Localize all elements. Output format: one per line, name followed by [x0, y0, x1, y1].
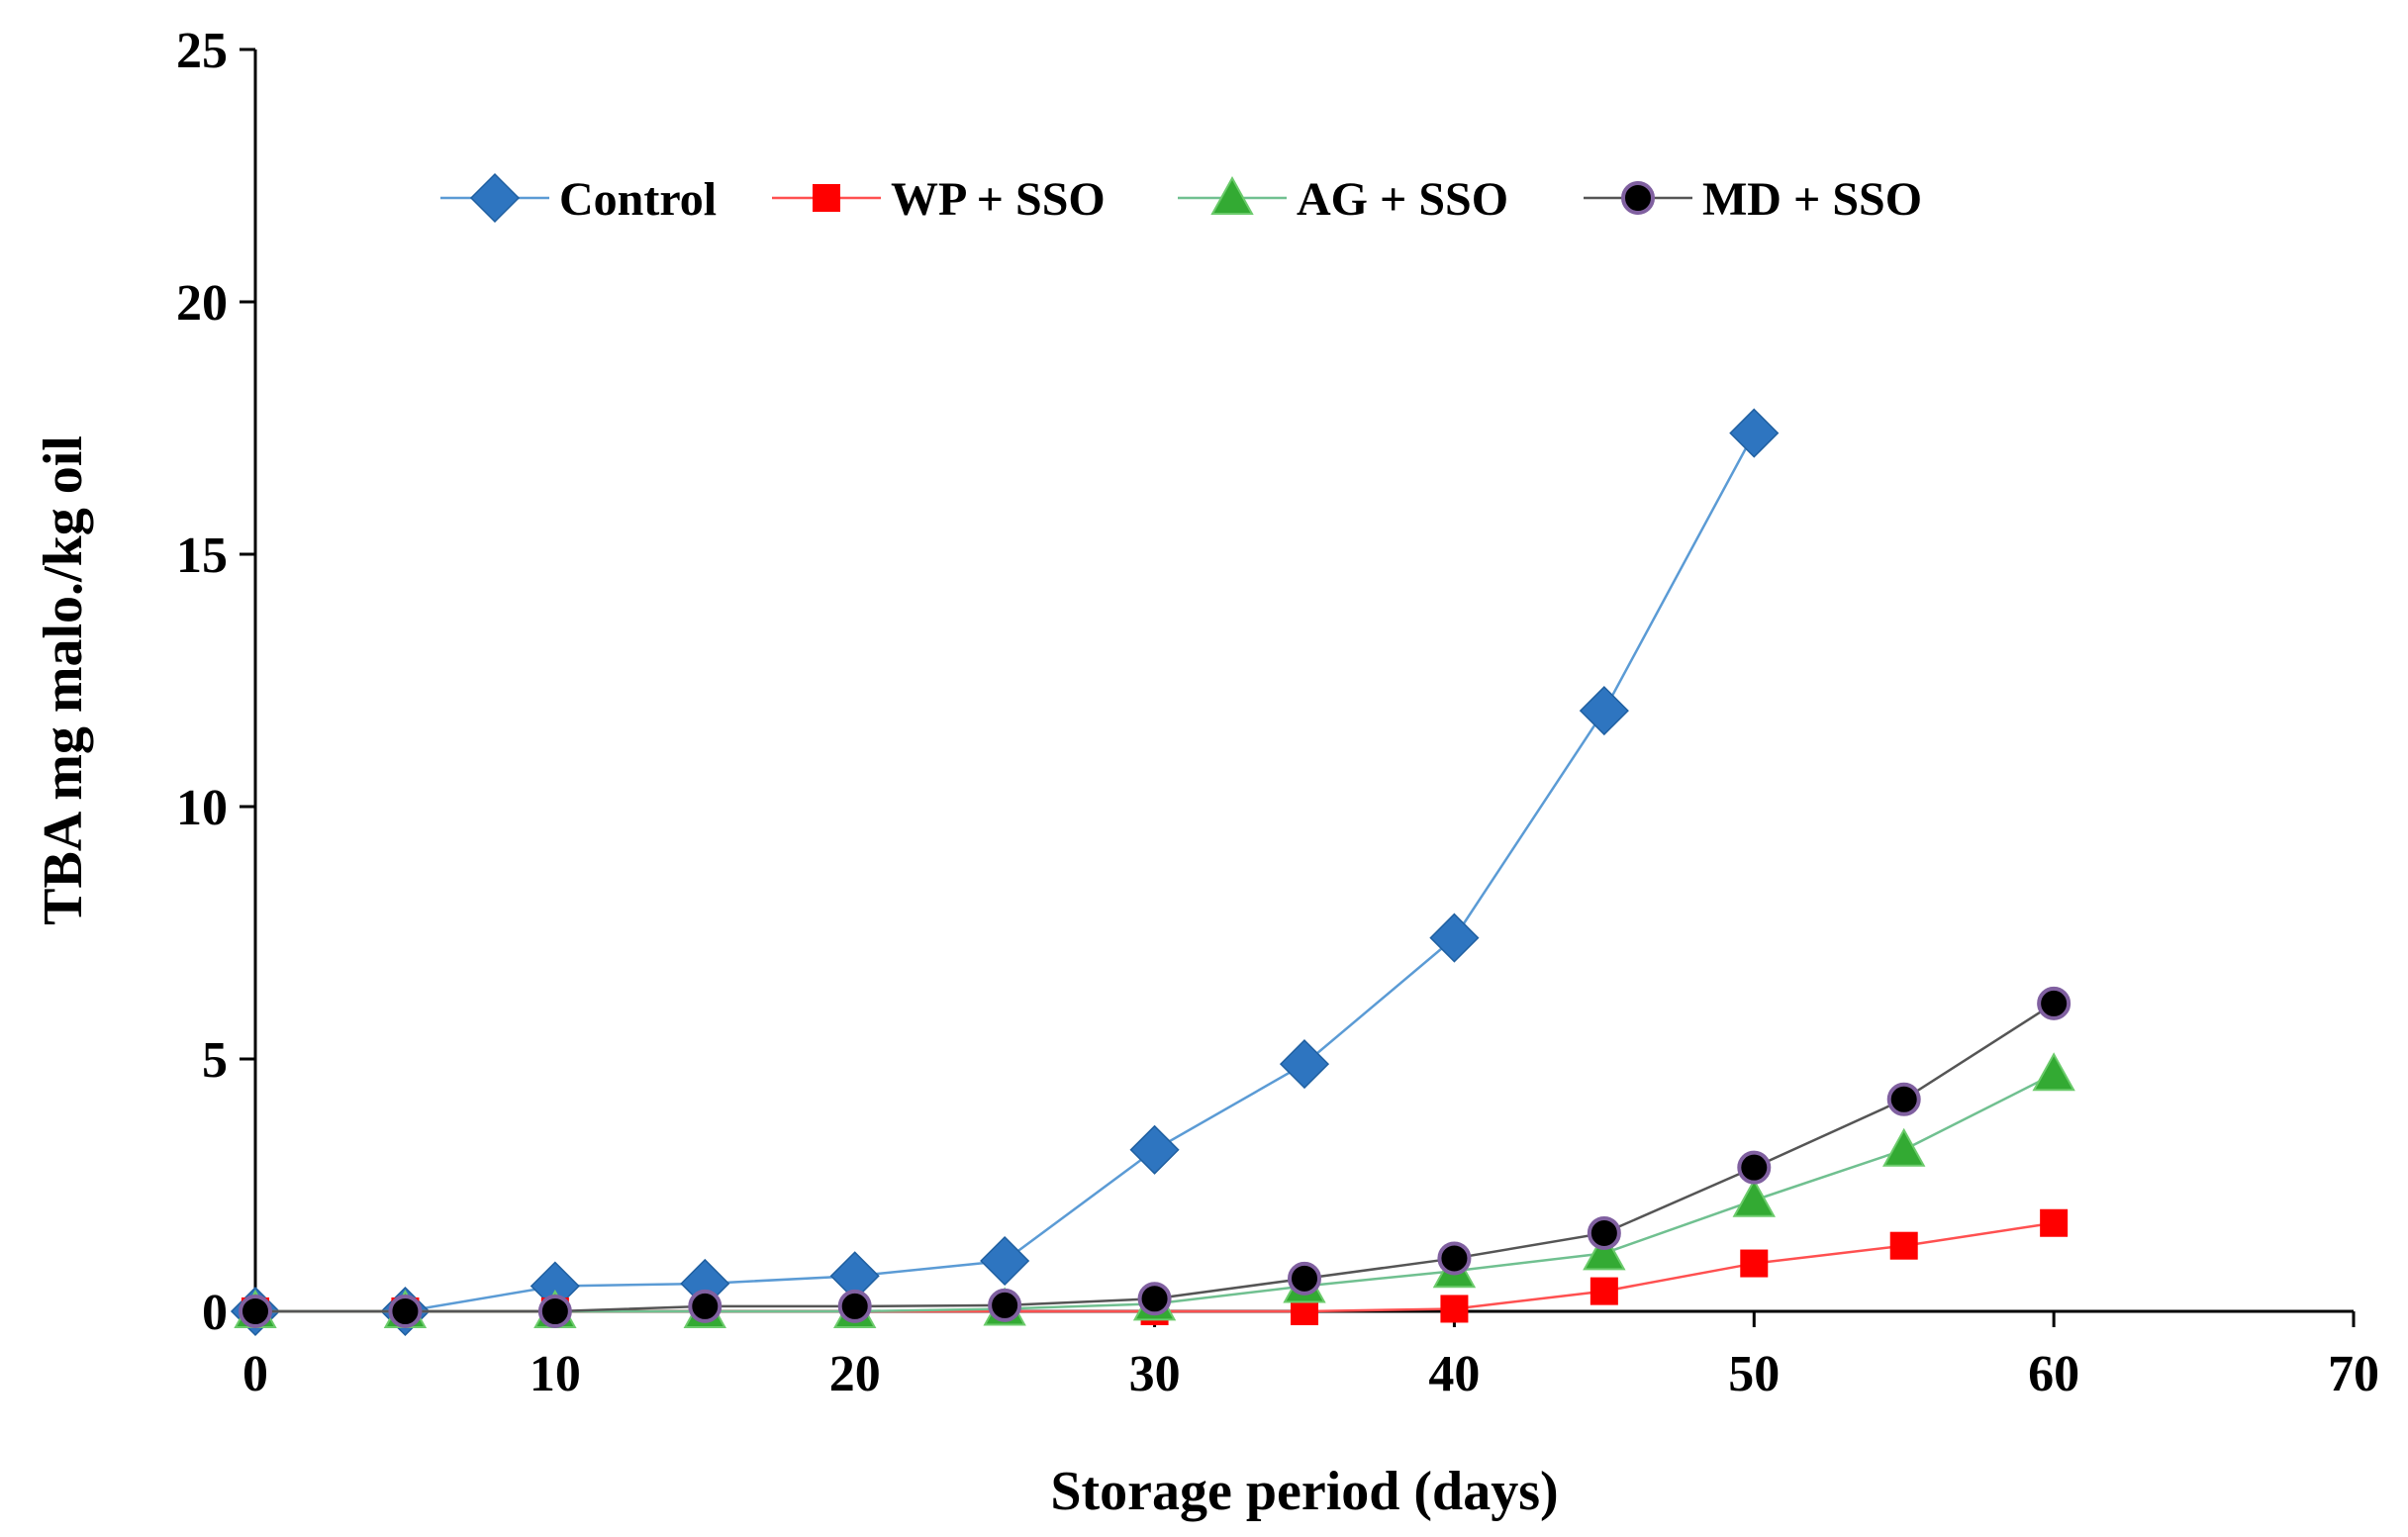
legend-entry: MD + SSO [1584, 173, 1922, 226]
data-point [980, 1235, 1030, 1287]
legend-label: AG + SSO [1297, 173, 1508, 226]
data-point [1729, 408, 1780, 458]
y-axis-title: TBA mg malo./kg oil [33, 435, 94, 925]
legend-label: WP + SSO [891, 173, 1106, 226]
data-point [1587, 1215, 1621, 1250]
legend-entry: WP + SSO [772, 173, 1106, 226]
y-tick-label: 15 [176, 528, 228, 584]
y-tick-label: 0 [202, 1285, 228, 1341]
data-point [1279, 1039, 1330, 1090]
series-group [230, 408, 2075, 1337]
data-point [1437, 1241, 1472, 1276]
data-point [1288, 1261, 1321, 1296]
data-point [1440, 1295, 1469, 1323]
y-tick-label: 5 [202, 1032, 228, 1089]
legend-entry: AG + SSO [1178, 173, 1508, 226]
x-tick-label: 10 [530, 1346, 581, 1402]
legend-marker [469, 172, 521, 224]
series-control [230, 408, 1780, 1337]
legend-label: Control [559, 173, 717, 226]
series-line [255, 432, 1756, 1313]
data-point [1740, 1249, 1769, 1278]
data-point [1129, 1124, 1180, 1175]
data-point [388, 1295, 423, 1328]
x-tick-label: 20 [829, 1346, 881, 1402]
data-point [837, 1289, 872, 1323]
data-point [1583, 1231, 1626, 1271]
tick-labels: 0 5 10 15 20 25 0 10 20 30 40 50 60 70 [176, 23, 2379, 1402]
data-point [2037, 986, 2071, 1020]
data-point [1882, 1127, 1926, 1167]
data-point [1737, 1150, 1772, 1185]
data-point [239, 1295, 272, 1328]
legend-marker [1621, 181, 1655, 215]
x-tick-label: 70 [2328, 1346, 2379, 1402]
x-tick-label: 30 [1129, 1346, 1181, 1402]
data-point [988, 1288, 1022, 1322]
legend: Control WP + SSO AG + SSO MD + SSO [440, 172, 1922, 226]
x-tick-label: 60 [2028, 1346, 2079, 1402]
x-tick-label: 50 [1728, 1346, 1780, 1402]
legend-marker [813, 184, 840, 212]
data-point [2040, 1208, 2069, 1237]
legend-marker [1210, 175, 1254, 215]
series-line [255, 1073, 2055, 1313]
data-point [1429, 913, 1480, 963]
axes [240, 48, 2356, 1327]
y-tick-label: 25 [176, 23, 228, 79]
data-point [1732, 1178, 1776, 1217]
data-point [1886, 1082, 1921, 1116]
data-point [1589, 1277, 1618, 1305]
y-tick-label: 20 [176, 275, 228, 332]
data-point [688, 1289, 722, 1323]
y-tick-label: 10 [176, 780, 228, 836]
data-point [1137, 1282, 1172, 1316]
series-md-sso [239, 986, 2071, 1328]
x-tick-label: 40 [1428, 1346, 1480, 1402]
data-point [1889, 1231, 1918, 1260]
data-point [2032, 1052, 2075, 1092]
data-point [1579, 686, 1629, 736]
x-tick-label: 0 [242, 1346, 268, 1402]
legend-entry: Control [440, 172, 717, 226]
legend-label: MD + SSO [1702, 173, 1922, 226]
x-axis-title: Storage period (days) [1050, 1461, 1558, 1522]
data-point [537, 1295, 572, 1328]
